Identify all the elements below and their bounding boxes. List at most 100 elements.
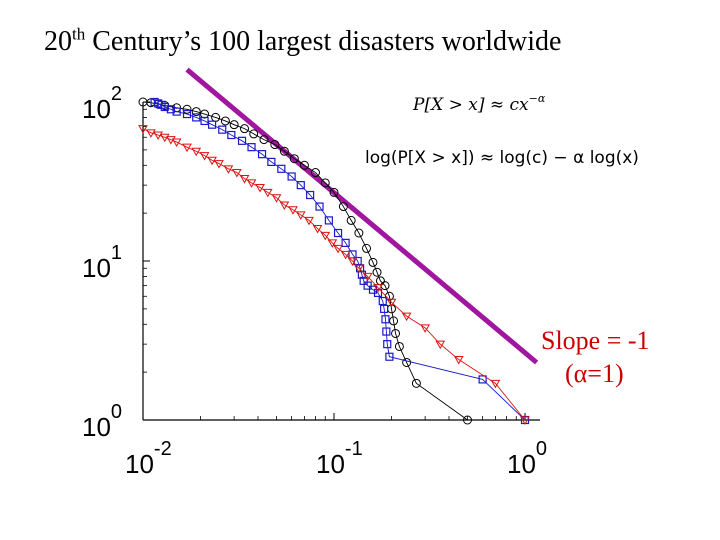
circle-marker <box>259 135 269 145</box>
circle-marker <box>368 257 378 267</box>
triangle-marker <box>490 379 501 389</box>
square-marker <box>341 238 350 247</box>
circle-marker <box>289 154 299 164</box>
circle-marker <box>391 328 401 338</box>
triangle-marker <box>182 143 192 153</box>
series-line-circle <box>142 101 468 421</box>
square-marker <box>306 190 315 200</box>
triangle-marker <box>333 244 343 254</box>
circle-marker <box>346 215 356 225</box>
square-marker <box>218 125 227 134</box>
square-marker <box>478 375 487 384</box>
y-tick-label: 101 <box>82 242 122 283</box>
title-rest: Century’s 100 largest disasters worldwid… <box>85 26 562 57</box>
square-marker <box>378 296 387 306</box>
triangle-marker <box>223 165 234 174</box>
triangle-marker <box>255 183 265 193</box>
square-marker <box>182 109 192 119</box>
triangle-marker <box>199 152 210 161</box>
triangle-marker <box>262 188 273 198</box>
triangle-marker <box>373 284 383 293</box>
triangle-marker <box>386 298 397 308</box>
circle-marker <box>182 104 192 114</box>
triangle-marker <box>295 211 306 220</box>
circle-marker <box>354 228 364 238</box>
square-marker <box>237 136 247 145</box>
square-marker <box>383 340 392 349</box>
triangle-marker <box>271 194 282 203</box>
square-marker <box>333 228 343 238</box>
x-tick-exponent: -2 <box>154 438 172 460</box>
square-marker <box>160 102 169 112</box>
log-law-formula: log(P[X > x]) ≈ log(c) − α log(x) <box>365 148 639 168</box>
circle-marker <box>338 202 348 212</box>
triangle-marker <box>435 340 446 350</box>
circle-marker <box>394 341 404 351</box>
square-marker <box>296 181 305 190</box>
y-tick-label: 102 <box>82 83 122 124</box>
triangle-marker <box>159 133 170 143</box>
x-tick-label: 10-1 <box>316 438 363 479</box>
triangle-marker <box>401 312 412 322</box>
x-tick-exponent: 0 <box>536 438 547 460</box>
y-tick-exponent: 1 <box>111 242 122 264</box>
square-marker <box>287 172 296 181</box>
y-tick-label: 100 <box>82 401 122 442</box>
square-marker <box>166 105 176 114</box>
slide-title: 20th Century’s 100 largest disasters wor… <box>44 26 561 58</box>
circle-marker <box>191 107 201 117</box>
triangle-marker <box>207 156 217 166</box>
x-tick-exponent: -1 <box>345 438 363 460</box>
triangle-marker <box>138 125 148 134</box>
title-superscript: th <box>72 24 86 44</box>
series-layer <box>138 67 539 426</box>
triangle-marker <box>347 257 358 267</box>
triangle-marker <box>191 147 202 157</box>
x-tick-label: 100 <box>507 438 547 479</box>
triangle-marker <box>340 250 351 260</box>
circle-marker <box>229 120 239 130</box>
triangle-marker <box>520 416 530 426</box>
triangle-marker <box>320 231 331 241</box>
triangle-marker <box>362 272 373 282</box>
circle-marker <box>240 124 250 134</box>
triangle-marker <box>420 324 430 333</box>
square-marker <box>192 113 201 122</box>
power-law-formula: P[X > x] ≈ cx−α <box>412 92 546 115</box>
square-marker <box>227 130 236 140</box>
triangle-marker <box>327 239 338 248</box>
square-marker <box>257 150 267 159</box>
triangle-marker <box>304 216 314 226</box>
square-marker <box>373 288 383 298</box>
circle-marker <box>270 140 280 150</box>
square-marker <box>172 107 181 116</box>
triangle-marker <box>214 160 224 169</box>
triangle-marker <box>231 169 242 178</box>
slope-reference-line <box>185 67 539 365</box>
y-tick-exponent: 2 <box>111 83 122 105</box>
square-marker <box>277 164 286 173</box>
triangle-marker <box>354 264 364 274</box>
triangle-marker <box>239 175 250 184</box>
y-tick-exponent: 0 <box>111 401 122 423</box>
circle-marker <box>402 357 412 367</box>
triangle-marker <box>288 206 298 215</box>
circle-marker <box>320 178 330 188</box>
square-marker <box>324 216 333 225</box>
circle-marker <box>329 187 339 197</box>
square-marker <box>382 327 391 336</box>
circle-marker <box>249 129 259 139</box>
circle-marker <box>299 160 309 170</box>
triangle-marker <box>279 201 290 211</box>
circle-marker <box>362 243 372 253</box>
square-marker <box>247 143 256 152</box>
triangle-marker <box>146 129 156 138</box>
slope-annotation-line1: Slope = -1 <box>541 326 650 355</box>
circle-marker <box>463 415 473 425</box>
square-marker <box>315 202 324 211</box>
triangle-marker <box>453 356 464 365</box>
square-marker <box>207 120 217 129</box>
circle-marker <box>279 146 289 156</box>
